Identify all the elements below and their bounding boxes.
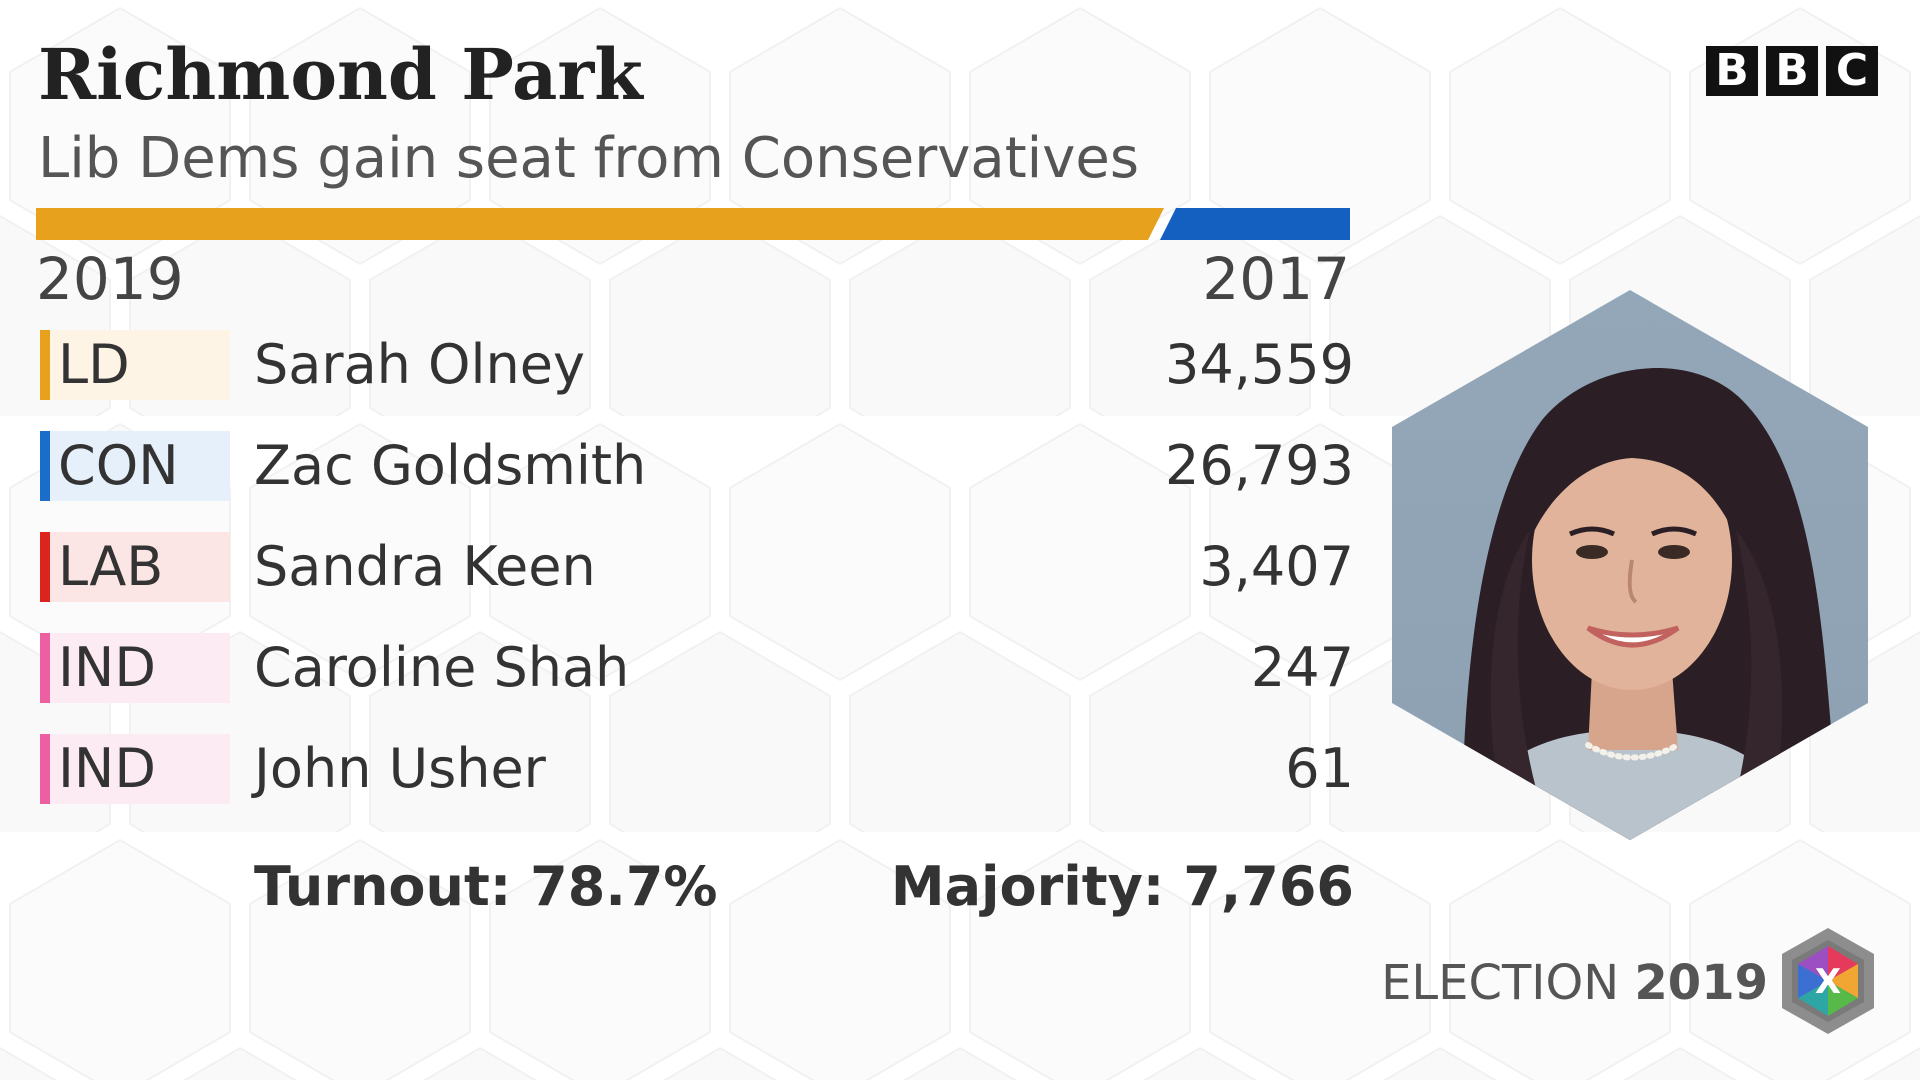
candidate-votes: 61 (1285, 737, 1354, 800)
party-tag: IND (40, 734, 230, 804)
gain-bar (36, 208, 1350, 240)
bbc-logo-letter: B (1706, 46, 1758, 96)
candidate-name: Zac Goldsmith (254, 434, 647, 497)
gain-bar-old-winner-segment (1160, 208, 1350, 240)
party-tag: LAB (40, 532, 230, 602)
previous-election-year: 2017 (1202, 245, 1350, 313)
current-election-year: 2019 (36, 245, 184, 313)
candidate-votes: 3,407 (1199, 535, 1354, 598)
bbc-logo-letter: B (1766, 46, 1818, 96)
candidate-name: Sarah Olney (254, 333, 585, 396)
party-tag: CON (40, 431, 230, 501)
candidate-row: IND Caroline Shah 247 (40, 633, 1354, 703)
candidate-name: Sandra Keen (254, 535, 596, 598)
candidate-name: John Usher (254, 737, 546, 800)
election-word: ELECTION (1381, 955, 1620, 1011)
party-tag: LD (40, 330, 230, 400)
election-branding-label: ELECTION 2019 (1381, 952, 1768, 1014)
result-subtitle: Lib Dems gain seat from Conservatives (38, 126, 1139, 191)
party-tag: IND (40, 633, 230, 703)
winning-candidate-portrait-icon (1392, 290, 1868, 840)
turnout-label: Turnout: 78.7% (254, 855, 718, 918)
candidate-row: IND John Usher 61 (40, 734, 1354, 804)
constituency-title: Richmond Park (38, 33, 643, 116)
results-table: LD Sarah Olney 34,559 CON Zac Goldsmith … (40, 330, 1354, 835)
bbc-logo-letter: C (1826, 46, 1878, 96)
candidate-votes: 34,559 (1165, 333, 1354, 396)
bbc-logo: B B C (1706, 46, 1878, 96)
gain-bar-new-winner-segment (36, 208, 1164, 240)
candidate-name: Caroline Shah (254, 636, 630, 699)
candidate-votes: 247 (1250, 636, 1354, 699)
election-2019-hexagon-icon: X (1782, 928, 1874, 1034)
majority-label: Majority: 7,766 (890, 855, 1354, 918)
candidate-row: LD Sarah Olney 34,559 (40, 330, 1354, 400)
election-logo-mark: X (1815, 962, 1841, 1002)
candidate-row: LAB Sandra Keen 3,407 (40, 532, 1354, 602)
candidate-row: CON Zac Goldsmith 26,793 (40, 431, 1354, 501)
election-year: 2019 (1634, 955, 1768, 1011)
candidate-votes: 26,793 (1165, 434, 1354, 497)
